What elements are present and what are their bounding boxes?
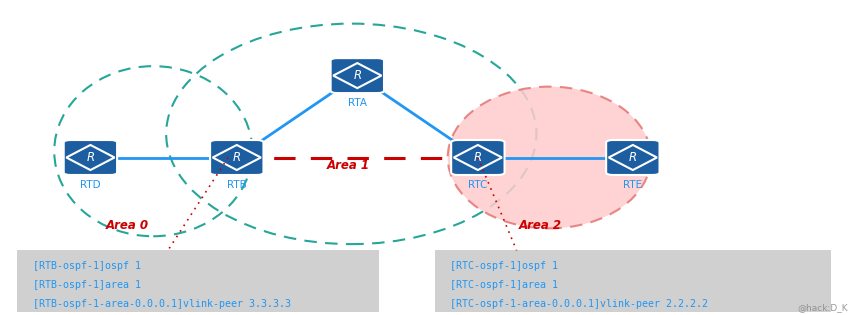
Text: RTB: RTB: [227, 180, 246, 190]
Polygon shape: [609, 145, 657, 170]
Text: $\mathit{R}$: $\mathit{R}$: [86, 151, 95, 164]
Text: [RTC-ospf-1-area-0.0.0.1]vlink-peer 2.2.2.2: [RTC-ospf-1-area-0.0.0.1]vlink-peer 2.2.…: [450, 299, 709, 309]
Polygon shape: [66, 145, 115, 170]
FancyBboxPatch shape: [331, 58, 384, 93]
Polygon shape: [333, 63, 381, 88]
FancyBboxPatch shape: [64, 140, 117, 175]
Text: [RTB-ospf-1]area 1: [RTB-ospf-1]area 1: [33, 280, 140, 290]
Text: [RTB-ospf-1]ospf 1: [RTB-ospf-1]ospf 1: [33, 261, 140, 272]
Text: Area 1: Area 1: [327, 159, 370, 172]
Text: Area 0: Area 0: [106, 219, 149, 232]
FancyBboxPatch shape: [451, 140, 505, 175]
Text: Area 2: Area 2: [519, 219, 562, 232]
Text: $\mathit{R}$: $\mathit{R}$: [474, 151, 482, 164]
Ellipse shape: [448, 87, 651, 228]
FancyBboxPatch shape: [17, 250, 379, 312]
Text: @hack:D_K: @hack:D_K: [797, 303, 848, 312]
Text: $\mathit{R}$: $\mathit{R}$: [232, 151, 241, 164]
Text: $\mathit{R}$: $\mathit{R}$: [629, 151, 637, 164]
Text: [RTB-ospf-1-area-0.0.0.1]vlink-peer 3.3.3.3: [RTB-ospf-1-area-0.0.0.1]vlink-peer 3.3.…: [33, 299, 291, 309]
Text: RTA: RTA: [348, 98, 367, 108]
Text: RTE: RTE: [623, 180, 642, 190]
Polygon shape: [213, 145, 261, 170]
FancyBboxPatch shape: [435, 250, 831, 312]
Text: $\mathit{R}$: $\mathit{R}$: [353, 69, 362, 82]
Text: [RTC-ospf-1]ospf 1: [RTC-ospf-1]ospf 1: [450, 261, 558, 272]
Polygon shape: [454, 145, 502, 170]
FancyBboxPatch shape: [606, 140, 660, 175]
Text: [RTC-ospf-1]area 1: [RTC-ospf-1]area 1: [450, 280, 558, 290]
Text: RTD: RTD: [80, 180, 101, 190]
Text: RTC: RTC: [468, 180, 487, 190]
FancyBboxPatch shape: [210, 140, 263, 175]
